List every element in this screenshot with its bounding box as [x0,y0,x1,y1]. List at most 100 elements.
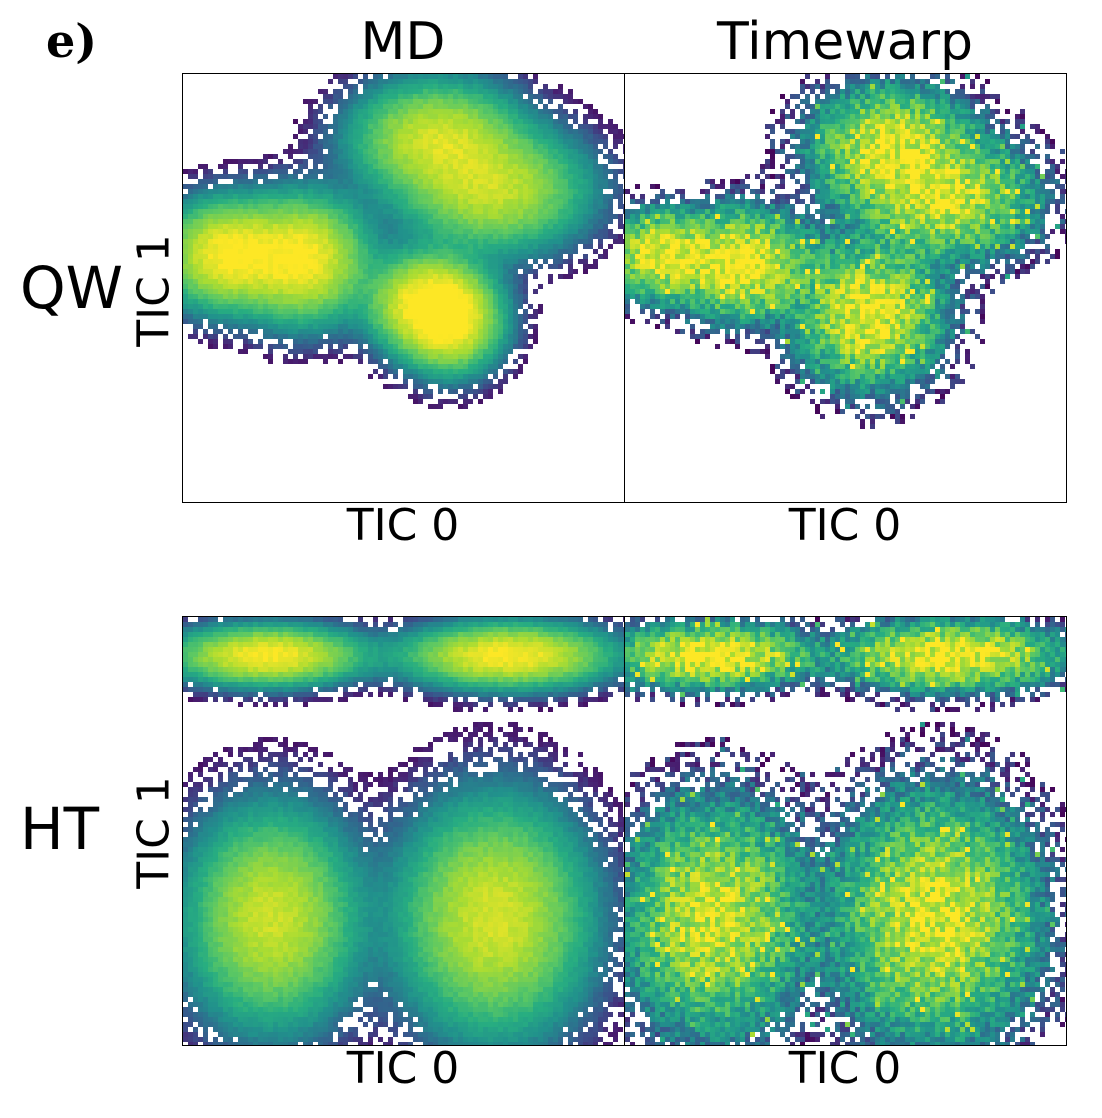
heatmap-cell [448,124,453,129]
heatmap-cell [448,344,453,349]
heatmap-cell [845,134,850,139]
heatmap-cell [1005,134,1010,139]
heatmap-cell [473,309,478,314]
heatmap-cell [273,154,278,159]
heatmap-cell [448,284,453,289]
heatmap-cell [583,179,588,184]
heatmap-cell [483,339,488,344]
heatmap-cell [845,124,850,129]
heatmap-cell [348,299,353,304]
heatmap-cell [328,294,333,299]
heatmap-cell [303,334,308,339]
heatmap-cell [508,309,513,314]
heatmap-cell [468,299,473,304]
heatmap-cell [293,309,298,314]
heatmap-cell [443,339,448,344]
heatmap-cell [478,104,483,109]
heatmap-cell [835,119,840,124]
heatmap-cell [558,229,563,234]
heatmap-cell [910,139,915,144]
heatmap-cell [523,344,528,349]
heatmap-cell [805,144,810,149]
heatmap-cell [413,244,418,249]
heatmap-cell [278,289,283,294]
heatmap-cell [233,179,238,184]
heatmap-cell [428,169,433,174]
heatmap-cell [493,314,498,319]
heatmap-cell [188,299,193,304]
heatmap-cell [880,149,885,154]
heatmap-cell [258,284,263,289]
heatmap-cell [613,239,618,244]
heatmap-cell [443,384,448,389]
heatmap-cell [945,149,950,154]
heatmap-cell [945,169,950,174]
heatmap-cell [233,334,238,339]
heatmap-cell [418,74,423,79]
heatmap-cell [850,74,855,79]
heatmap-cell [820,129,825,134]
heatmap-cell [835,114,840,119]
heatmap-cell [578,179,583,184]
heatmap-cell [278,219,283,224]
heatmap-cell [288,329,293,334]
heatmap-cell [558,94,563,99]
heatmap-cell [333,219,338,224]
heatmap-cell [338,189,343,194]
heatmap-cell [428,99,433,104]
heatmap-cell [508,369,513,374]
heatmap-cell [860,139,865,144]
heatmap-cell [433,124,438,129]
heatmap-cell [528,84,533,89]
heatmap-cell [353,264,358,269]
heatmap-cell [358,159,363,164]
heatmap-cell [790,144,795,149]
heatmap-cell [995,149,1000,154]
heatmap-cell [338,219,343,224]
heatmap-cell [598,194,603,199]
heatmap-cell [313,204,318,209]
heatmap-cell [353,294,358,299]
heatmap-cell [403,124,408,129]
heatmap-cell [428,354,433,359]
heatmap-cell [428,209,433,214]
heatmap-cell [348,354,353,359]
heatmap-cell [790,129,795,134]
heatmap-cell [353,189,358,194]
heatmap-cell [468,339,473,344]
heatmap-cell [453,304,458,309]
heatmap-cell [348,154,353,159]
heatmap-cell [378,164,383,169]
heatmap-cell [243,309,248,314]
heatmap-cell [443,154,448,159]
heatmap-cell [770,144,775,149]
heatmap-cell [760,164,765,169]
heatmap-cell [945,89,950,94]
heatmap-cell [248,299,253,304]
heatmap-cell [228,294,233,299]
heatmap-cell [618,194,623,199]
heatmap-cell [418,394,423,399]
heatmap-cell [503,264,508,269]
heatmap-cell [488,79,493,84]
heatmap-cell [343,214,348,219]
heatmap-cell [533,189,538,194]
heatmap-cell [363,309,368,314]
heatmap-cell [900,169,905,174]
heatmap-cell [603,124,608,129]
heatmap-cell [378,124,383,129]
heatmap-cell [950,164,955,169]
heatmap-cell [573,114,578,119]
heatmap-cell [373,254,378,259]
heatmap-cell [508,244,513,249]
heatmap-cell [503,194,508,199]
heatmap-cell [283,209,288,214]
heatmap-cell [523,284,528,289]
heatmap-cell [398,209,403,214]
heatmap-cell [453,149,458,154]
heatmap-cell [413,239,418,244]
heatmap-cell [288,274,293,279]
heatmap-cell [468,119,473,124]
heatmap-cell [318,109,323,114]
heatmap-cell [608,229,613,234]
